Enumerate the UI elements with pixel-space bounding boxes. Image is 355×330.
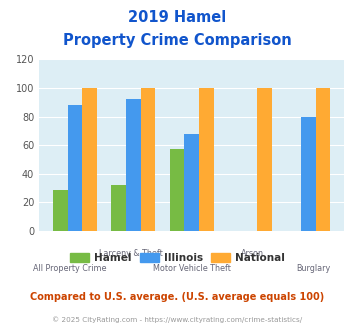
Bar — [126, 99, 141, 231]
Bar — [111, 185, 126, 231]
Text: All Property Crime: All Property Crime — [33, 264, 106, 273]
Bar — [53, 189, 67, 231]
Text: © 2025 CityRating.com - https://www.cityrating.com/crime-statistics/: © 2025 CityRating.com - https://www.city… — [53, 317, 302, 323]
Text: Larceny & Theft: Larceny & Theft — [99, 249, 163, 258]
Bar — [257, 88, 272, 231]
Text: Arson: Arson — [241, 249, 264, 258]
Text: Compared to U.S. average. (U.S. average equals 100): Compared to U.S. average. (U.S. average … — [31, 292, 324, 302]
Text: 2019 Hamel: 2019 Hamel — [129, 10, 226, 25]
Text: Motor Vehicle Theft: Motor Vehicle Theft — [153, 264, 231, 273]
Bar — [67, 105, 82, 231]
Bar — [199, 88, 214, 231]
Legend: Hamel, Illinois, National: Hamel, Illinois, National — [66, 248, 289, 267]
Bar — [301, 116, 316, 231]
Bar — [141, 88, 155, 231]
Bar — [82, 88, 97, 231]
Bar — [316, 88, 331, 231]
Bar — [170, 149, 184, 231]
Bar — [184, 134, 199, 231]
Text: Burglary: Burglary — [297, 264, 331, 273]
Text: Property Crime Comparison: Property Crime Comparison — [63, 33, 292, 48]
